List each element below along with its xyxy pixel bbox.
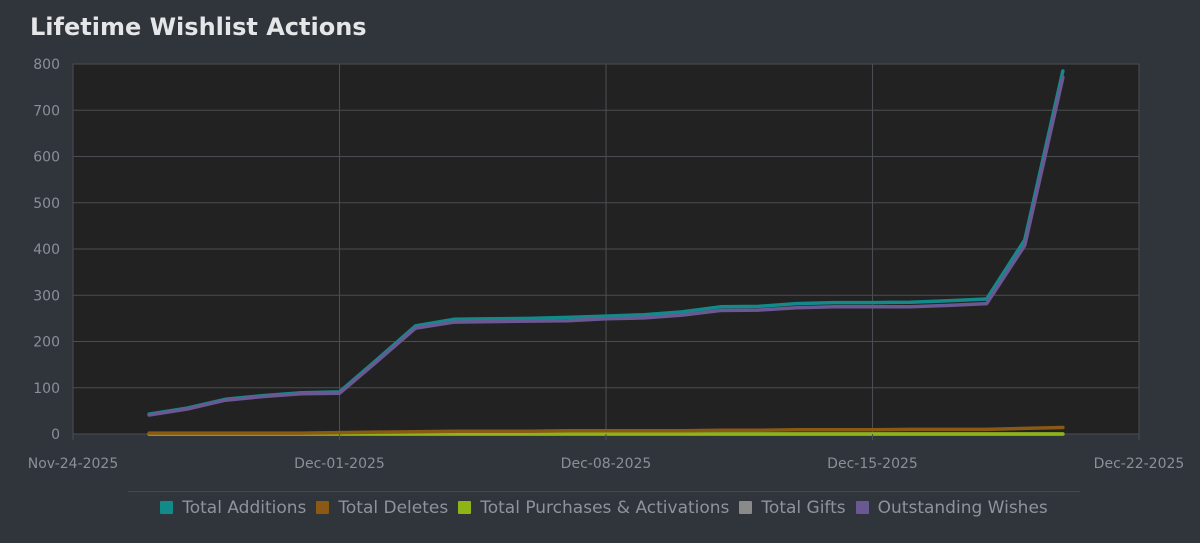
y-tick-label: 100 xyxy=(33,381,60,397)
series-line-outstanding-wishes xyxy=(147,75,1065,417)
legend-label: Total Purchases & Activations xyxy=(480,497,730,518)
legend-swatch xyxy=(739,501,753,514)
y-tick-label: 400 xyxy=(33,242,60,258)
legend-swatch xyxy=(160,501,174,514)
series-line-total-deletes xyxy=(147,425,1065,435)
legend-item-total-gifts[interactable]: Total Gifts xyxy=(739,497,846,518)
y-tick-label: 500 xyxy=(33,196,60,212)
legend-item-total-purchases-activations[interactable]: Total Purchases & Activations xyxy=(458,498,729,518)
legend-label: Outstanding Wishes xyxy=(877,497,1048,518)
legend-item-total-deletes[interactable]: Total Deletes xyxy=(316,498,448,518)
x-tick-label: Dec-01-2025 xyxy=(294,456,385,472)
x-tick-label: Dec-08-2025 xyxy=(561,456,652,472)
y-tick-label: 800 xyxy=(33,57,60,73)
y-tick-label: 200 xyxy=(33,335,60,351)
grid-lines xyxy=(72,63,1140,435)
chart-title: Lifetime Wishlist Actions xyxy=(30,13,367,41)
legend-label: Total Gifts xyxy=(761,497,846,518)
legend-swatch xyxy=(458,501,472,514)
y-tick-label: 300 xyxy=(33,288,60,304)
y-tick-label: 700 xyxy=(33,103,60,119)
legend: Total Additions Total Deletes Total Purcha… xyxy=(128,491,1080,523)
legend-label: Total Deletes xyxy=(338,497,449,518)
y-tick-label: 600 xyxy=(33,150,60,166)
x-tick-label: Dec-22-2025 xyxy=(1094,456,1185,472)
legend-swatch xyxy=(316,501,330,514)
legend-swatch xyxy=(855,501,869,514)
y-tick-label: 0 xyxy=(51,427,60,443)
y-axis-ticks: 0 100 200 300 400 500 600 700 800 xyxy=(33,57,60,443)
x-axis-ticks: Nov-24-2025 Dec-01-2025 Dec-08-2025 Dec-15-… xyxy=(28,434,1185,472)
legend-item-total-additions[interactable]: Total Additions xyxy=(160,498,306,518)
x-tick-label: Nov-24-2025 xyxy=(28,456,119,472)
legend-label: Total Additions xyxy=(182,497,307,518)
legend-item-outstanding-wishes[interactable]: Outstanding Wishes xyxy=(855,497,1048,518)
x-tick-label: Dec-15-2025 xyxy=(827,456,918,472)
